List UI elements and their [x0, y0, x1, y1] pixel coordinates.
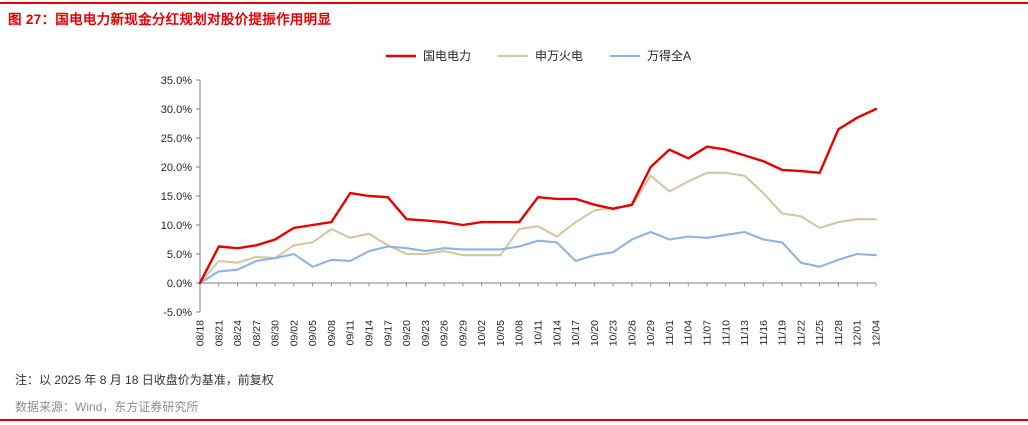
svg-text:12/04: 12/04: [871, 320, 883, 346]
legend-label-sw-thermal-power: 申万火电: [535, 49, 583, 63]
svg-text:09/11: 09/11: [345, 320, 357, 346]
legend-item-guodian-power: 国电电力: [386, 49, 471, 63]
svg-text:11/16: 11/16: [758, 320, 770, 346]
data-source: 数据来源：Wind，东方证券研究所: [15, 400, 199, 414]
series-line-guodian-power: [198, 107, 878, 285]
series-line-sw-thermal-power: [198, 171, 878, 285]
svg-text:09/20: 09/20: [401, 320, 413, 346]
svg-text:10/02: 10/02: [476, 320, 488, 346]
legend-label-wind-all-a: 万得全A: [647, 48, 691, 63]
y-axis-labels: 35.0% 30.0% 25.0% 20.0% 15.0% 10.0% 5.0% 0.0% -5…: [161, 75, 200, 319]
svg-text:35.0%: 35.0%: [161, 75, 192, 87]
svg-text:09/17: 09/17: [382, 320, 394, 346]
svg-text:08/21: 08/21: [213, 320, 225, 346]
svg-text:08/18: 08/18: [195, 320, 207, 346]
series-line-wind-all-a: [198, 230, 878, 285]
svg-text:11/01: 11/01: [664, 320, 676, 346]
svg-text:-5.0%: -5.0%: [163, 307, 192, 319]
svg-text:10/11: 10/11: [533, 320, 545, 346]
svg-text:30.0%: 30.0%: [161, 104, 192, 116]
legend: 国电电力 申万火电 万得全A: [386, 48, 691, 63]
svg-text:10.0%: 10.0%: [161, 220, 192, 232]
svg-text:10/14: 10/14: [551, 320, 563, 346]
legend-item-wind-all-a: 万得全A: [610, 48, 691, 63]
svg-text:10/29: 10/29: [645, 320, 657, 346]
svg-text:10/23: 10/23: [608, 320, 620, 346]
svg-text:11/13: 11/13: [739, 320, 751, 346]
x-axis-labels: 08/18 08/21 08/24 08/27 08/30 09/02 09/05 09/08…: [195, 320, 883, 346]
svg-text:10/20: 10/20: [589, 320, 601, 346]
svg-text:11/07: 11/07: [702, 320, 714, 346]
svg-text:5.0%: 5.0%: [167, 249, 192, 261]
svg-text:20.0%: 20.0%: [161, 162, 192, 174]
legend-item-sw-thermal-power: 申万火电: [498, 49, 583, 63]
svg-text:10/05: 10/05: [495, 320, 507, 346]
bottom-divider: [0, 419, 1028, 421]
svg-text:09/02: 09/02: [288, 320, 300, 346]
svg-text:09/14: 09/14: [364, 320, 376, 346]
svg-text:11/04: 11/04: [683, 320, 695, 346]
svg-text:25.0%: 25.0%: [161, 133, 192, 145]
svg-text:10/08: 10/08: [514, 320, 526, 346]
svg-text:11/28: 11/28: [833, 320, 845, 346]
svg-text:11/22: 11/22: [795, 320, 807, 346]
line-chart-canvas: 35.0% 30.0% 25.0% 20.0% 15.0% 10.0% 5.0% 0.0% -5…: [161, 48, 883, 346]
svg-text:0.0%: 0.0%: [167, 278, 192, 290]
svg-text:11/10: 11/10: [720, 320, 732, 346]
svg-text:15.0%: 15.0%: [161, 191, 192, 203]
svg-text:08/24: 08/24: [232, 320, 244, 346]
svg-text:09/05: 09/05: [307, 320, 319, 346]
legend-label-guodian-power: 国电电力: [423, 49, 471, 63]
svg-text:12/01: 12/01: [852, 320, 864, 346]
svg-text:09/26: 09/26: [439, 320, 451, 346]
svg-text:10/17: 10/17: [570, 320, 582, 346]
footnote: 注：以 2025 年 8 月 18 日收盘价为基准，前复权: [15, 373, 274, 387]
line-chart: 35.0% 30.0% 25.0% 20.0% 15.0% 10.0% 5.0% 0.0% -5…: [0, 40, 1028, 366]
svg-text:10/26: 10/26: [626, 320, 638, 346]
svg-text:08/30: 08/30: [270, 320, 282, 346]
top-divider: [0, 2, 1028, 4]
svg-text:09/08: 09/08: [326, 320, 338, 346]
svg-text:09/23: 09/23: [420, 320, 432, 346]
figure-title: 图 27：国电电力新现金分红规划对股价提振作用明显: [8, 12, 332, 27]
svg-text:08/27: 08/27: [251, 320, 263, 346]
svg-text:11/19: 11/19: [777, 320, 789, 346]
svg-text:11/25: 11/25: [814, 320, 826, 346]
svg-text:09/29: 09/29: [457, 320, 469, 346]
